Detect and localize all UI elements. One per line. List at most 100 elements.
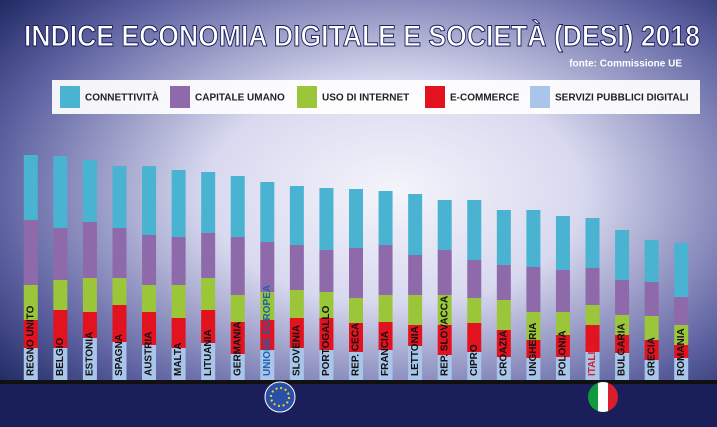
bar-segment <box>408 194 423 255</box>
bar-segment <box>437 200 452 250</box>
bar-segment <box>644 340 659 360</box>
bar-segment <box>349 248 363 298</box>
bar-segment <box>82 160 97 222</box>
bar-segment <box>53 348 68 380</box>
legend-label: CONNETTIVITÀ <box>85 91 159 104</box>
category-label: UNIONE EUROPEA <box>262 285 273 376</box>
legend-label: USO DI INTERNET <box>322 93 409 104</box>
bar-segment <box>615 230 630 280</box>
bar-segment <box>408 255 423 295</box>
bar-segment <box>319 188 334 250</box>
bar-segment <box>142 312 157 345</box>
category-label: LITUANIA <box>203 329 214 376</box>
category-label: FRANCIA <box>380 331 391 376</box>
bar-segment <box>437 250 452 295</box>
bar-segment <box>53 310 68 348</box>
bar-segment <box>289 348 304 380</box>
bar-segment <box>585 268 600 305</box>
bar-segment <box>496 300 511 330</box>
category-label: CIPRO <box>469 344 480 376</box>
bar-segment <box>112 228 127 278</box>
legend-label: CAPITALE UMANO <box>195 93 285 104</box>
bar-segment <box>526 312 541 340</box>
category-label: REP. CECA <box>351 323 362 376</box>
legend-swatch <box>425 86 445 108</box>
bar-segment <box>526 267 541 312</box>
legend-swatch <box>170 86 190 108</box>
bar-segment <box>378 191 393 245</box>
bar-segment <box>23 320 38 348</box>
bar-segment <box>112 305 127 342</box>
bar-segment <box>496 330 511 357</box>
bar-segment <box>289 290 304 318</box>
bar-segment <box>112 166 127 228</box>
bar-segment <box>319 350 334 380</box>
bar-segment <box>23 155 38 220</box>
category-label: UNGHERIA <box>528 323 539 376</box>
legend-swatch <box>297 86 317 108</box>
category-label: REP. SLOVACCA <box>439 296 450 376</box>
bar-segment <box>437 325 452 355</box>
bar-segment <box>201 310 216 343</box>
bar-segment <box>230 322 245 354</box>
bar-segment <box>467 323 482 352</box>
category-label: BULGARIA <box>617 323 628 376</box>
bar-segment <box>142 285 157 312</box>
bar-segment <box>408 346 423 380</box>
bar-segment <box>349 189 363 248</box>
bar-segment <box>496 210 511 265</box>
bar-segment <box>437 355 452 380</box>
bar-segment <box>496 265 511 300</box>
bar-segment <box>467 260 482 298</box>
bar-segment <box>142 345 157 380</box>
bar-segment <box>674 325 689 345</box>
category-label: BELGIO <box>55 337 66 376</box>
bar-segment <box>615 280 630 315</box>
bar-segment <box>674 345 689 358</box>
bar-segment <box>112 278 127 305</box>
bar-segment <box>378 350 393 380</box>
bar-segment <box>408 295 423 325</box>
bar-segment <box>53 228 68 280</box>
bar-segment <box>644 282 659 316</box>
bar-segment <box>82 312 97 338</box>
category-label: SPAGNA <box>114 334 125 376</box>
chart-title: INDICE ECONOMIA DIGITALE E SOCIETÀ (DESI… <box>24 19 700 53</box>
category-label: SLOVENIA <box>292 325 303 376</box>
bar-segment <box>260 350 275 380</box>
bar-segment <box>378 322 393 350</box>
bar-segment <box>674 243 689 297</box>
category-label: GERMANIA <box>232 322 243 376</box>
bar-segment <box>260 320 275 350</box>
bar-segment <box>615 335 630 353</box>
bar-segment <box>644 360 659 380</box>
bar-segment <box>378 295 393 322</box>
category-label: REGNO UNITO <box>25 305 36 376</box>
bar-segment <box>171 285 186 318</box>
bar-segment <box>171 318 186 348</box>
bar-segment <box>526 358 541 380</box>
eu-flag <box>264 381 296 413</box>
category-label: ESTONIA <box>85 332 96 376</box>
category-label: ROMANIA <box>676 328 687 376</box>
bar-segment <box>82 222 97 278</box>
bar-segment <box>585 352 600 380</box>
category-label: ITALIA <box>587 345 598 376</box>
bar-segment <box>644 316 659 340</box>
bar-segment <box>555 270 570 312</box>
bar-segment <box>201 343 216 380</box>
bar-segment <box>82 338 97 380</box>
category-label: GRECIA <box>646 337 657 376</box>
bar-segment <box>615 315 630 335</box>
bar-segment <box>585 305 600 325</box>
bar-segment <box>23 348 38 380</box>
bar-segment <box>230 237 245 295</box>
bar-segment <box>142 235 157 285</box>
bar-segment <box>142 166 157 235</box>
bar-segment <box>378 245 393 295</box>
bar-segment <box>615 353 630 380</box>
category-label: POLONIA <box>558 330 569 376</box>
bar-segment <box>230 354 245 380</box>
bar-segment <box>260 242 275 292</box>
